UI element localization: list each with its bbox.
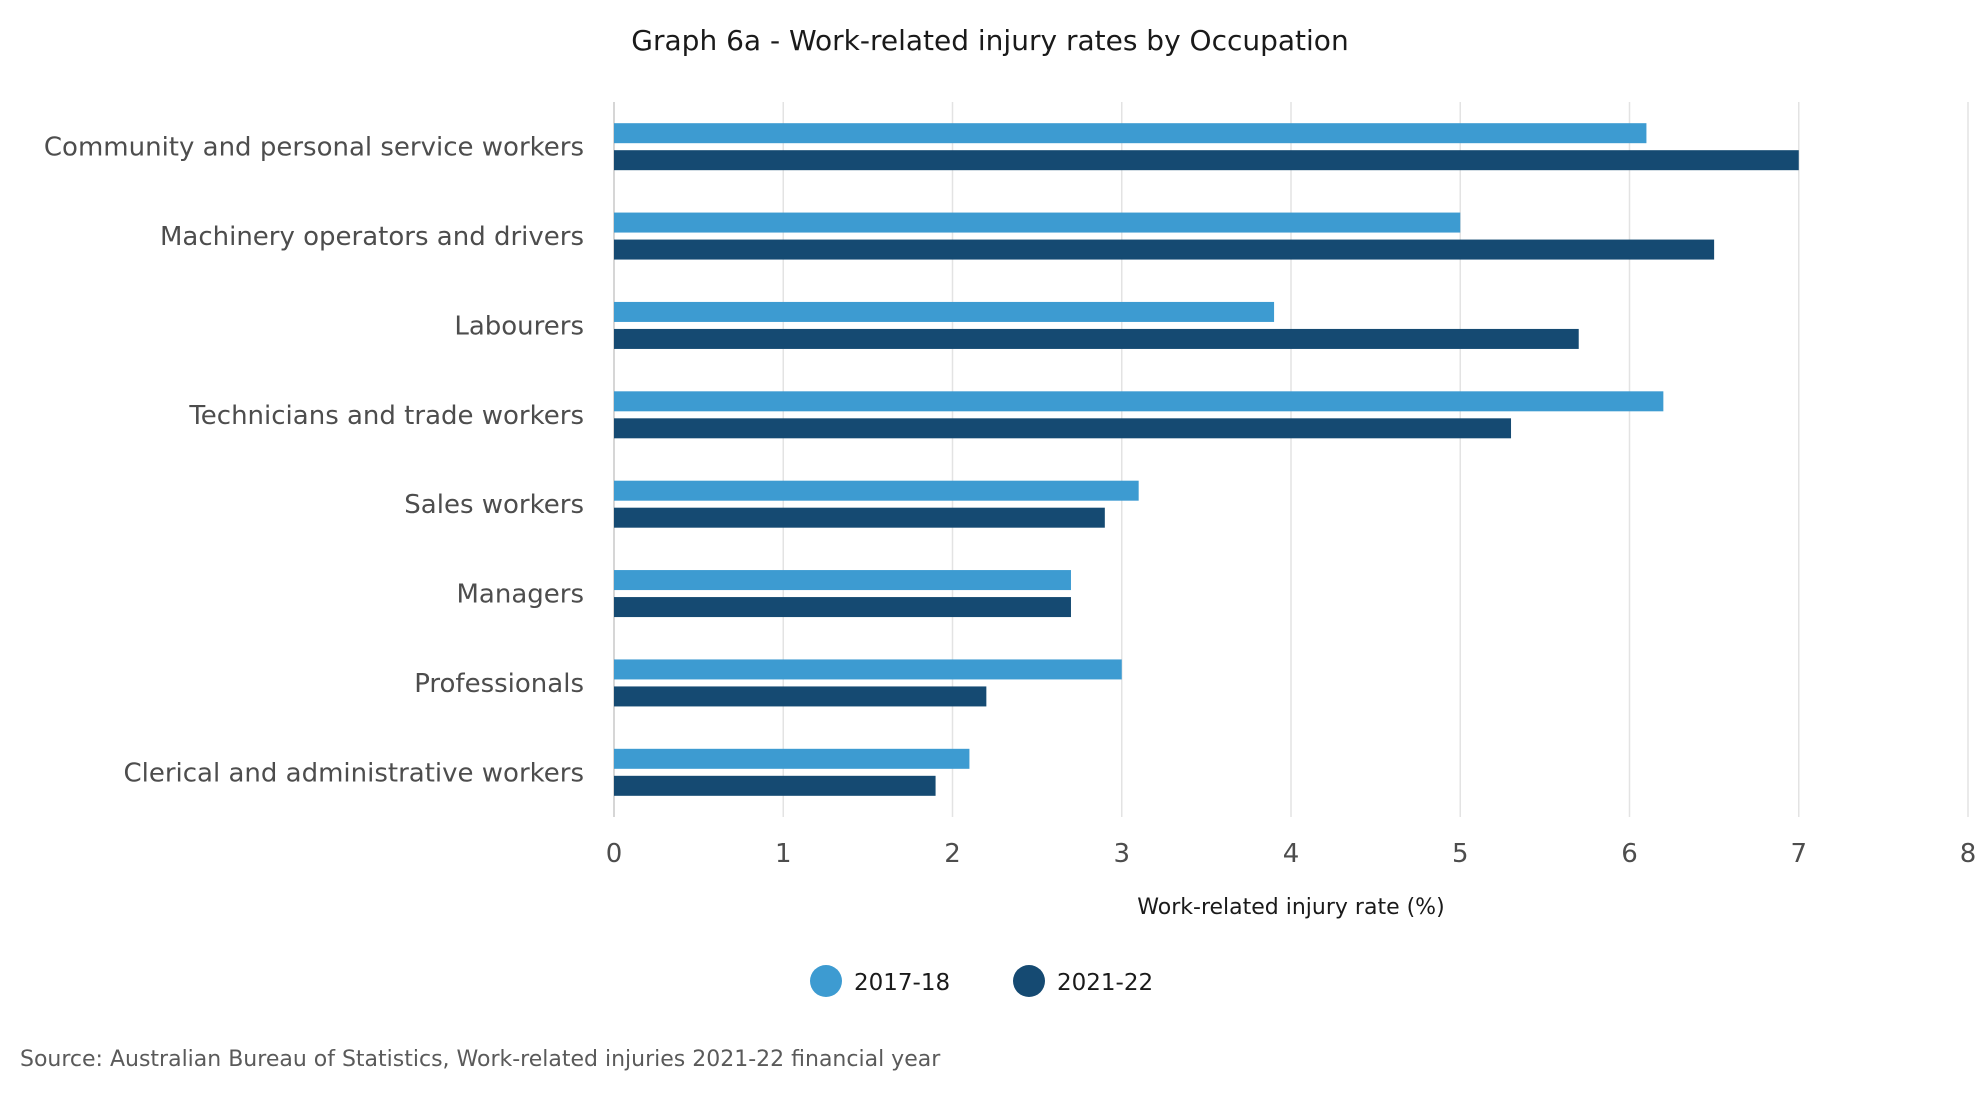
category-label: Managers bbox=[456, 580, 584, 610]
category-label: Clerical and administrative workers bbox=[123, 758, 584, 788]
x-tick-4: 4 bbox=[1283, 839, 1300, 869]
category-label: Professionals bbox=[414, 669, 584, 699]
bar-2017-18-7 bbox=[614, 748, 970, 769]
category-label: Sales workers bbox=[404, 490, 584, 520]
category-label: Community and personal service workers bbox=[44, 133, 584, 163]
x-tick-0: 0 bbox=[606, 839, 623, 869]
category-label: Machinery operators and drivers bbox=[160, 222, 584, 252]
bar-2017-18-4 bbox=[614, 480, 1139, 501]
x-tick-6: 6 bbox=[1621, 839, 1638, 869]
legend-label-2017-18: 2017-18 bbox=[854, 970, 950, 996]
x-tick-7: 7 bbox=[1790, 839, 1807, 869]
bars bbox=[614, 123, 1799, 796]
legend: 2017-18 2021-22 bbox=[810, 965, 1153, 997]
legend-swatch-2017-18 bbox=[810, 965, 842, 997]
bar-2017-18-5 bbox=[614, 570, 1071, 591]
chart-title: Graph 6a - Work-related injury rates by … bbox=[631, 24, 1348, 57]
bar-2017-18-3 bbox=[614, 391, 1664, 412]
bar-2021-22-0 bbox=[614, 150, 1799, 171]
bar-2021-22-5 bbox=[614, 597, 1071, 618]
bar-2021-22-4 bbox=[614, 507, 1105, 528]
x-axis-title: Work-related injury rate (%) bbox=[1137, 895, 1444, 920]
category-label: Labourers bbox=[454, 311, 584, 341]
bar-2021-22-2 bbox=[614, 328, 1579, 349]
x-tick-1: 1 bbox=[775, 839, 792, 869]
bar-2017-18-1 bbox=[614, 212, 1461, 233]
x-tick-labels: 0 1 2 3 4 5 6 7 8 bbox=[606, 839, 1977, 869]
bar-2021-22-3 bbox=[614, 418, 1512, 439]
bar-2021-22-7 bbox=[614, 775, 936, 796]
bar-2017-18-6 bbox=[614, 659, 1122, 680]
x-tick-8: 8 bbox=[1960, 839, 1977, 869]
bar-2017-18-0 bbox=[614, 123, 1647, 144]
category-labels: Community and personal service workers Ma… bbox=[44, 133, 584, 789]
bar-2021-22-1 bbox=[614, 239, 1715, 260]
bar-2017-18-2 bbox=[614, 301, 1275, 322]
legend-swatch-2021-22 bbox=[1013, 965, 1045, 997]
legend-label-2021-22: 2021-22 bbox=[1057, 970, 1153, 996]
x-tick-2: 2 bbox=[944, 839, 961, 869]
bar-2021-22-6 bbox=[614, 686, 987, 707]
grid-lines bbox=[782, 102, 1969, 817]
category-label: Technicians and trade workers bbox=[188, 401, 584, 431]
x-tick-5: 5 bbox=[1452, 839, 1469, 869]
source-note: Source: Australian Bureau of Statistics,… bbox=[20, 1047, 941, 1072]
x-tick-3: 3 bbox=[1113, 839, 1130, 869]
